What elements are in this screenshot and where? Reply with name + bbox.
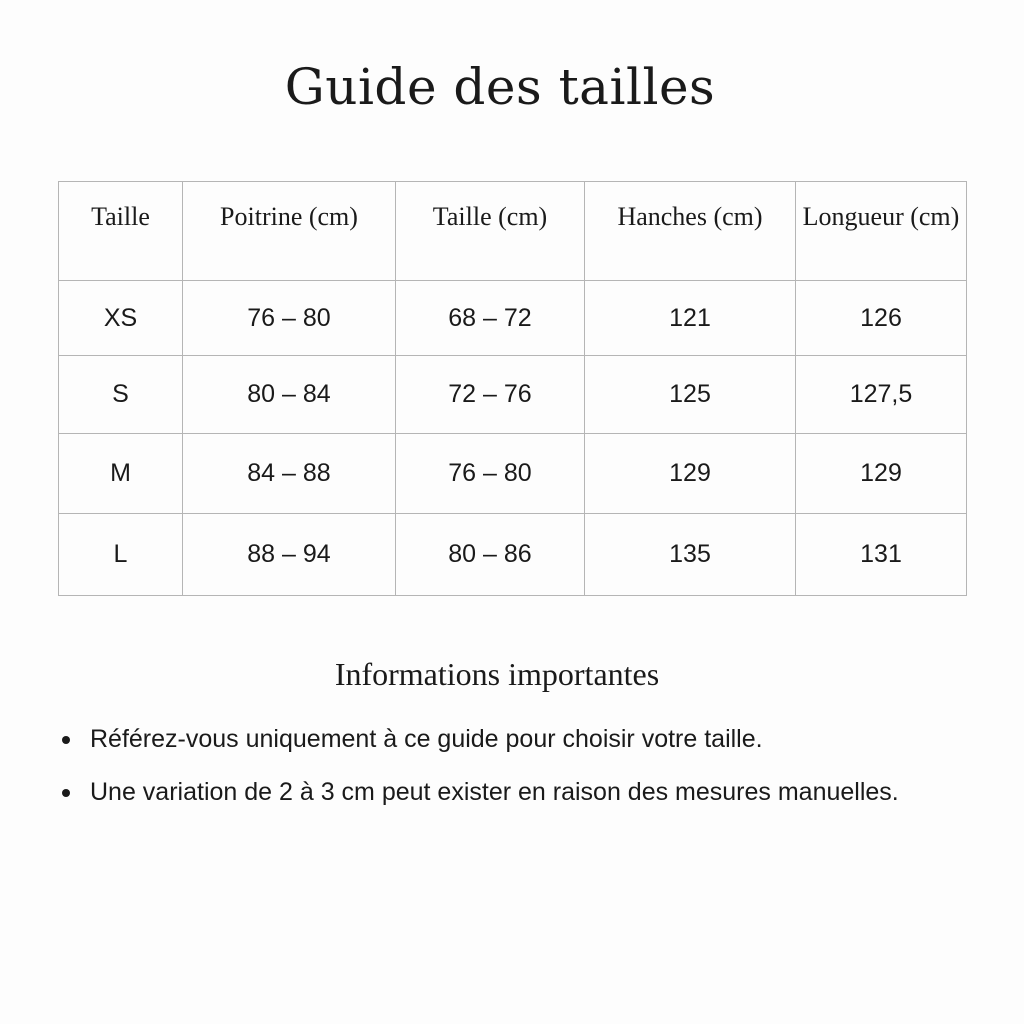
table-header-row: Taille Poitrine (cm) Taille (cm) Hanches…	[58, 181, 967, 281]
cell-waist: 68 – 72	[395, 280, 585, 356]
cell-hips: 121	[584, 280, 796, 356]
cell-size: M	[58, 433, 183, 514]
column-header-waist: Taille (cm)	[395, 181, 585, 281]
cell-length: 131	[795, 513, 967, 596]
cell-chest: 80 – 84	[182, 355, 396, 434]
size-table: Taille Poitrine (cm) Taille (cm) Hanches…	[58, 181, 967, 596]
list-item: Une variation de 2 à 3 cm peut exister e…	[58, 773, 918, 811]
column-header-hips: Hanches (cm)	[584, 181, 796, 281]
list-item-text: Une variation de 2 à 3 cm peut exister e…	[90, 778, 899, 806]
cell-length: 126	[795, 280, 967, 356]
cell-waist: 72 – 76	[395, 355, 585, 434]
table-row: XS 76 – 80 68 – 72 121 126	[58, 280, 967, 356]
cell-size: S	[58, 355, 183, 434]
column-header-size: Taille	[58, 181, 183, 281]
table-row: L 88 – 94 80 – 86 135 131	[58, 513, 967, 596]
cell-waist: 80 – 86	[395, 513, 585, 596]
cell-chest: 84 – 88	[182, 433, 396, 514]
cell-hips: 129	[584, 433, 796, 514]
bullet-icon	[62, 736, 70, 744]
cell-length: 127,5	[795, 355, 967, 434]
info-list: Référez-vous uniquement à ce guide pour …	[58, 720, 918, 826]
bullet-icon	[62, 789, 70, 797]
table-row: S 80 – 84 72 – 76 125 127,5	[58, 355, 967, 434]
cell-length: 129	[795, 433, 967, 514]
cell-chest: 88 – 94	[182, 513, 396, 596]
column-header-chest: Poitrine (cm)	[182, 181, 396, 281]
cell-hips: 125	[584, 355, 796, 434]
cell-size: XS	[58, 280, 183, 356]
table-row: M 84 – 88 76 – 80 129 129	[58, 433, 967, 514]
info-heading: Informations importantes	[334, 656, 660, 692]
list-item: Référez-vous uniquement à ce guide pour …	[58, 720, 918, 758]
cell-size: L	[58, 513, 183, 596]
cell-waist: 76 – 80	[395, 433, 585, 514]
list-item-text: Référez-vous uniquement à ce guide pour …	[90, 725, 763, 753]
cell-chest: 76 – 80	[182, 280, 396, 356]
cell-hips: 135	[584, 513, 796, 596]
page-title: Guide des tailles	[284, 58, 716, 116]
column-header-length: Longueur (cm)	[795, 181, 967, 281]
